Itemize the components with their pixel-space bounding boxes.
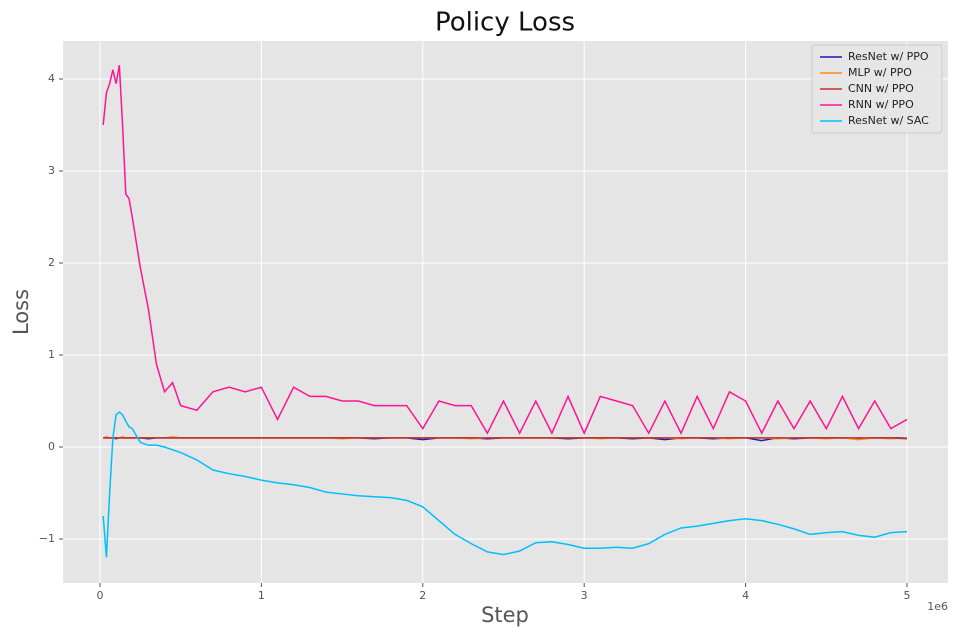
legend-label: ResNet w/ SAC <box>848 114 929 127</box>
legend-label: MLP w/ PPO <box>848 66 912 79</box>
y-tick-label: 3 <box>48 164 55 177</box>
y-tick-label: 1 <box>48 348 55 361</box>
x-offset-label: 1e6 <box>927 600 948 613</box>
y-tick-label: 4 <box>48 72 55 85</box>
x-tick-label: 1 <box>258 589 265 602</box>
y-tick-label: 2 <box>48 256 55 269</box>
legend-box <box>811 44 943 134</box>
x-tick-label: 0 <box>96 589 103 602</box>
x-tick-label: 2 <box>419 589 426 602</box>
x-tick-label: 3 <box>581 589 588 602</box>
legend-label: RNN w/ PPO <box>848 98 914 111</box>
plot-area <box>63 41 948 583</box>
legend-label: ResNet w/ PPO <box>848 50 929 63</box>
line-series <box>102 65 908 436</box>
x-tick-label: 4 <box>742 589 749 602</box>
y-tick-label: −1 <box>39 532 55 545</box>
legend-label: CNN w/ PPO <box>848 82 914 95</box>
x-tick-label: 5 <box>904 589 911 602</box>
line-series <box>103 437 908 440</box>
chart-title: Policy Loss <box>435 8 575 38</box>
x-axis-label: Step <box>481 603 529 627</box>
line-series <box>102 411 908 558</box>
y-tick-label: 0 <box>48 440 55 453</box>
y-axis-label: Loss <box>9 289 33 335</box>
